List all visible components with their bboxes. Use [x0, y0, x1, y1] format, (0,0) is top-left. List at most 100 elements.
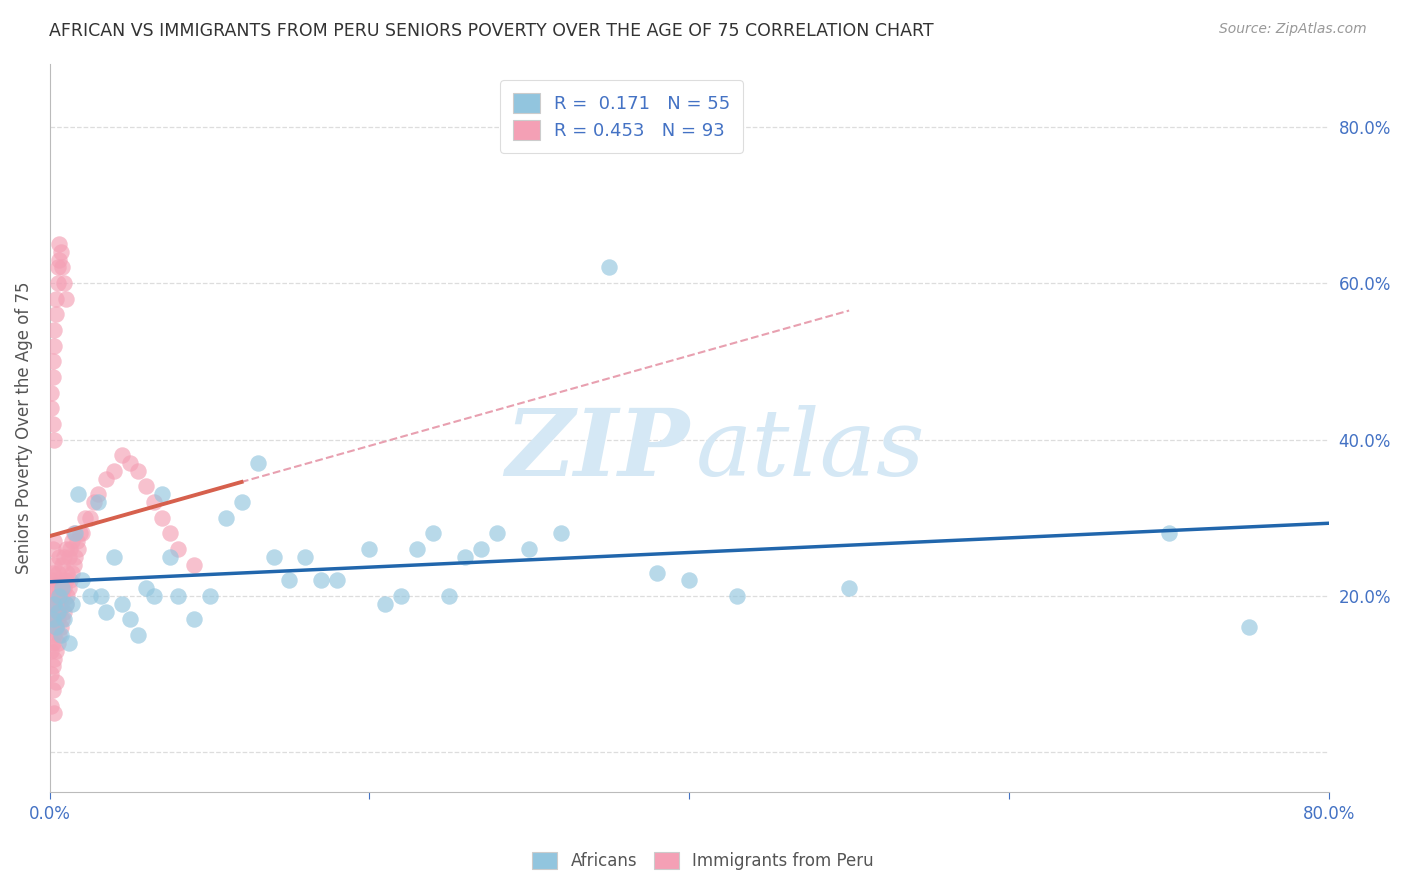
- Point: [45, 597, 67, 611]
- Point: [110, 448, 132, 462]
- Point: [142, 495, 165, 509]
- Point: [55, 597, 77, 611]
- Point: [42, 682, 65, 697]
- Point: [48, 589, 70, 603]
- Point: [94, 605, 117, 619]
- Point: [39, 574, 62, 588]
- Point: [53, 612, 76, 626]
- Point: [44, 323, 66, 337]
- Point: [49, 597, 72, 611]
- Point: [150, 510, 173, 524]
- Point: [44, 581, 66, 595]
- Point: [135, 581, 157, 595]
- Point: [65, 526, 87, 541]
- Point: [48, 581, 70, 595]
- Point: [51, 581, 73, 595]
- Point: [127, 628, 149, 642]
- Point: [46, 612, 69, 626]
- Point: [53, 605, 76, 619]
- Point: [326, 574, 349, 588]
- Point: [278, 574, 301, 588]
- Point: [55, 542, 77, 557]
- Point: [46, 566, 69, 580]
- Point: [42, 370, 65, 384]
- Point: [159, 549, 181, 564]
- Point: [44, 605, 66, 619]
- Point: [46, 260, 69, 275]
- Point: [69, 526, 91, 541]
- Point: [46, 276, 69, 290]
- Point: [45, 292, 67, 306]
- Point: [46, 605, 69, 619]
- Point: [45, 675, 67, 690]
- Point: [103, 464, 125, 478]
- Point: [58, 549, 80, 564]
- Point: [49, 628, 72, 642]
- Point: [44, 706, 66, 721]
- Point: [486, 526, 509, 541]
- Y-axis label: Seniors Poverty Over the Age of 75: Seniors Poverty Over the Age of 75: [15, 282, 32, 574]
- Point: [44, 433, 66, 447]
- Point: [86, 487, 108, 501]
- Point: [110, 597, 132, 611]
- Point: [142, 589, 165, 603]
- Text: ZIP: ZIP: [505, 405, 689, 495]
- Point: [454, 549, 477, 564]
- Point: [391, 589, 413, 603]
- Point: [39, 620, 62, 634]
- Point: [60, 566, 83, 580]
- Point: [166, 589, 188, 603]
- Point: [45, 574, 67, 588]
- Point: [49, 574, 72, 588]
- Point: [67, 542, 90, 557]
- Point: [90, 589, 112, 603]
- Point: [66, 534, 89, 549]
- Point: [73, 510, 96, 524]
- Point: [645, 566, 668, 580]
- Point: [406, 542, 429, 557]
- Point: [44, 558, 66, 572]
- Point: [53, 581, 76, 595]
- Point: [62, 526, 84, 541]
- Point: [42, 542, 65, 557]
- Text: atlas: atlas: [696, 405, 925, 495]
- Point: [55, 574, 77, 588]
- Point: [46, 636, 69, 650]
- Point: [39, 644, 62, 658]
- Point: [311, 574, 333, 588]
- Point: [42, 566, 65, 580]
- Point: [42, 589, 65, 603]
- Point: [103, 549, 125, 564]
- Legend: R =  0.171   N = 55, R = 0.453   N = 93: R = 0.171 N = 55, R = 0.453 N = 93: [501, 80, 742, 153]
- Point: [42, 659, 65, 673]
- Point: [39, 698, 62, 713]
- Point: [55, 597, 77, 611]
- Point: [246, 456, 269, 470]
- Point: [118, 612, 141, 626]
- Point: [150, 487, 173, 501]
- Point: [44, 534, 66, 549]
- Point: [550, 526, 572, 541]
- Point: [439, 589, 461, 603]
- Text: AFRICAN VS IMMIGRANTS FROM PERU SENIORS POVERTY OVER THE AGE OF 75 CORRELATION C: AFRICAN VS IMMIGRANTS FROM PERU SENIORS …: [49, 22, 934, 40]
- Point: [53, 549, 76, 564]
- Point: [517, 542, 540, 557]
- Point: [55, 292, 77, 306]
- Point: [183, 558, 205, 572]
- Point: [183, 612, 205, 626]
- Point: [48, 549, 70, 564]
- Point: [48, 252, 70, 267]
- Point: [45, 620, 67, 634]
- Point: [39, 385, 62, 400]
- Point: [135, 479, 157, 493]
- Point: [42, 354, 65, 368]
- Point: [51, 612, 73, 626]
- Point: [294, 549, 316, 564]
- Point: [48, 237, 70, 252]
- Text: Source: ZipAtlas.com: Source: ZipAtlas.com: [1219, 22, 1367, 37]
- Point: [214, 510, 236, 524]
- Point: [59, 574, 82, 588]
- Point: [70, 526, 93, 541]
- Point: [46, 589, 69, 603]
- Point: [1237, 620, 1260, 634]
